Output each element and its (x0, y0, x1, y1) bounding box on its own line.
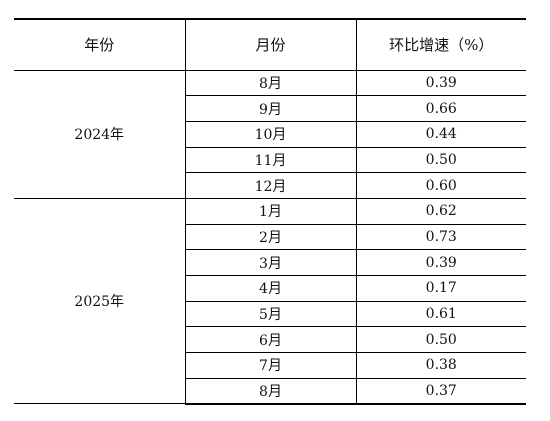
month-cell: 1月 (184, 198, 356, 225)
value-cell: 0.38 (355, 352, 526, 379)
header-row: 年份 月份 环比增速（%） (14, 18, 526, 71)
table-row: 6月 0.50 (14, 326, 526, 354)
header-year: 年份 (14, 18, 185, 71)
value-cell: 0.60 (355, 172, 526, 199)
value-cell: 0.37 (355, 378, 526, 405)
month-cell: 9月 (184, 95, 356, 122)
month-cell: 6月 (184, 326, 356, 354)
month-cell: 11月 (184, 147, 356, 174)
header-growth-rate: 环比增速（%） (355, 18, 526, 71)
value-cell: 0.17 (355, 275, 526, 302)
table-row: 8月 0.37 (14, 378, 526, 405)
year-cell: 2024年 (14, 70, 185, 199)
month-cell: 5月 (184, 301, 356, 328)
table-row: 2月 0.73 (14, 224, 526, 251)
month-cell: 12月 (184, 172, 356, 199)
month-cell: 8月 (184, 70, 356, 97)
month-cell: 8月 (184, 378, 356, 405)
table-row: 4月 0.17 (14, 275, 526, 302)
value-cell: 0.50 (355, 326, 526, 354)
header-month: 月份 (184, 18, 356, 71)
growth-rate-table: 年份 月份 环比增速（%） 2024年 8月 0.39 9月 0.66 10月 … (14, 18, 526, 405)
month-cell: 3月 (184, 249, 356, 276)
value-cell: 0.39 (355, 70, 526, 97)
table-row: 12月 0.60 (14, 172, 526, 199)
value-cell: 0.50 (355, 147, 526, 174)
table-row: 11月 0.50 (14, 147, 526, 174)
table-row: 9月 0.66 (14, 95, 526, 122)
month-cell: 2月 (184, 224, 356, 251)
month-cell: 7月 (184, 352, 356, 379)
value-cell: 0.66 (355, 95, 526, 122)
value-cell: 0.61 (355, 301, 526, 328)
table-row: 10月 0.44 (14, 121, 526, 148)
table-row: 5月 0.61 (14, 301, 526, 328)
table-row: 3月 0.39 (14, 249, 526, 276)
value-cell: 0.73 (355, 224, 526, 251)
value-cell: 0.39 (355, 249, 526, 276)
table-row: 2024年 8月 0.39 (14, 70, 526, 199)
year-cell: 2025年 (14, 198, 185, 405)
month-cell: 10月 (184, 121, 356, 148)
month-cell: 4月 (184, 275, 356, 302)
table-body: 2024年 8月 0.39 9月 0.66 10月 0.44 11月 0.50 … (14, 70, 526, 405)
value-cell: 0.44 (355, 121, 526, 148)
value-cell: 0.62 (355, 198, 526, 225)
table-row: 7月 0.38 (14, 352, 526, 379)
table-row: 2025年 1月 0.62 (14, 198, 526, 405)
